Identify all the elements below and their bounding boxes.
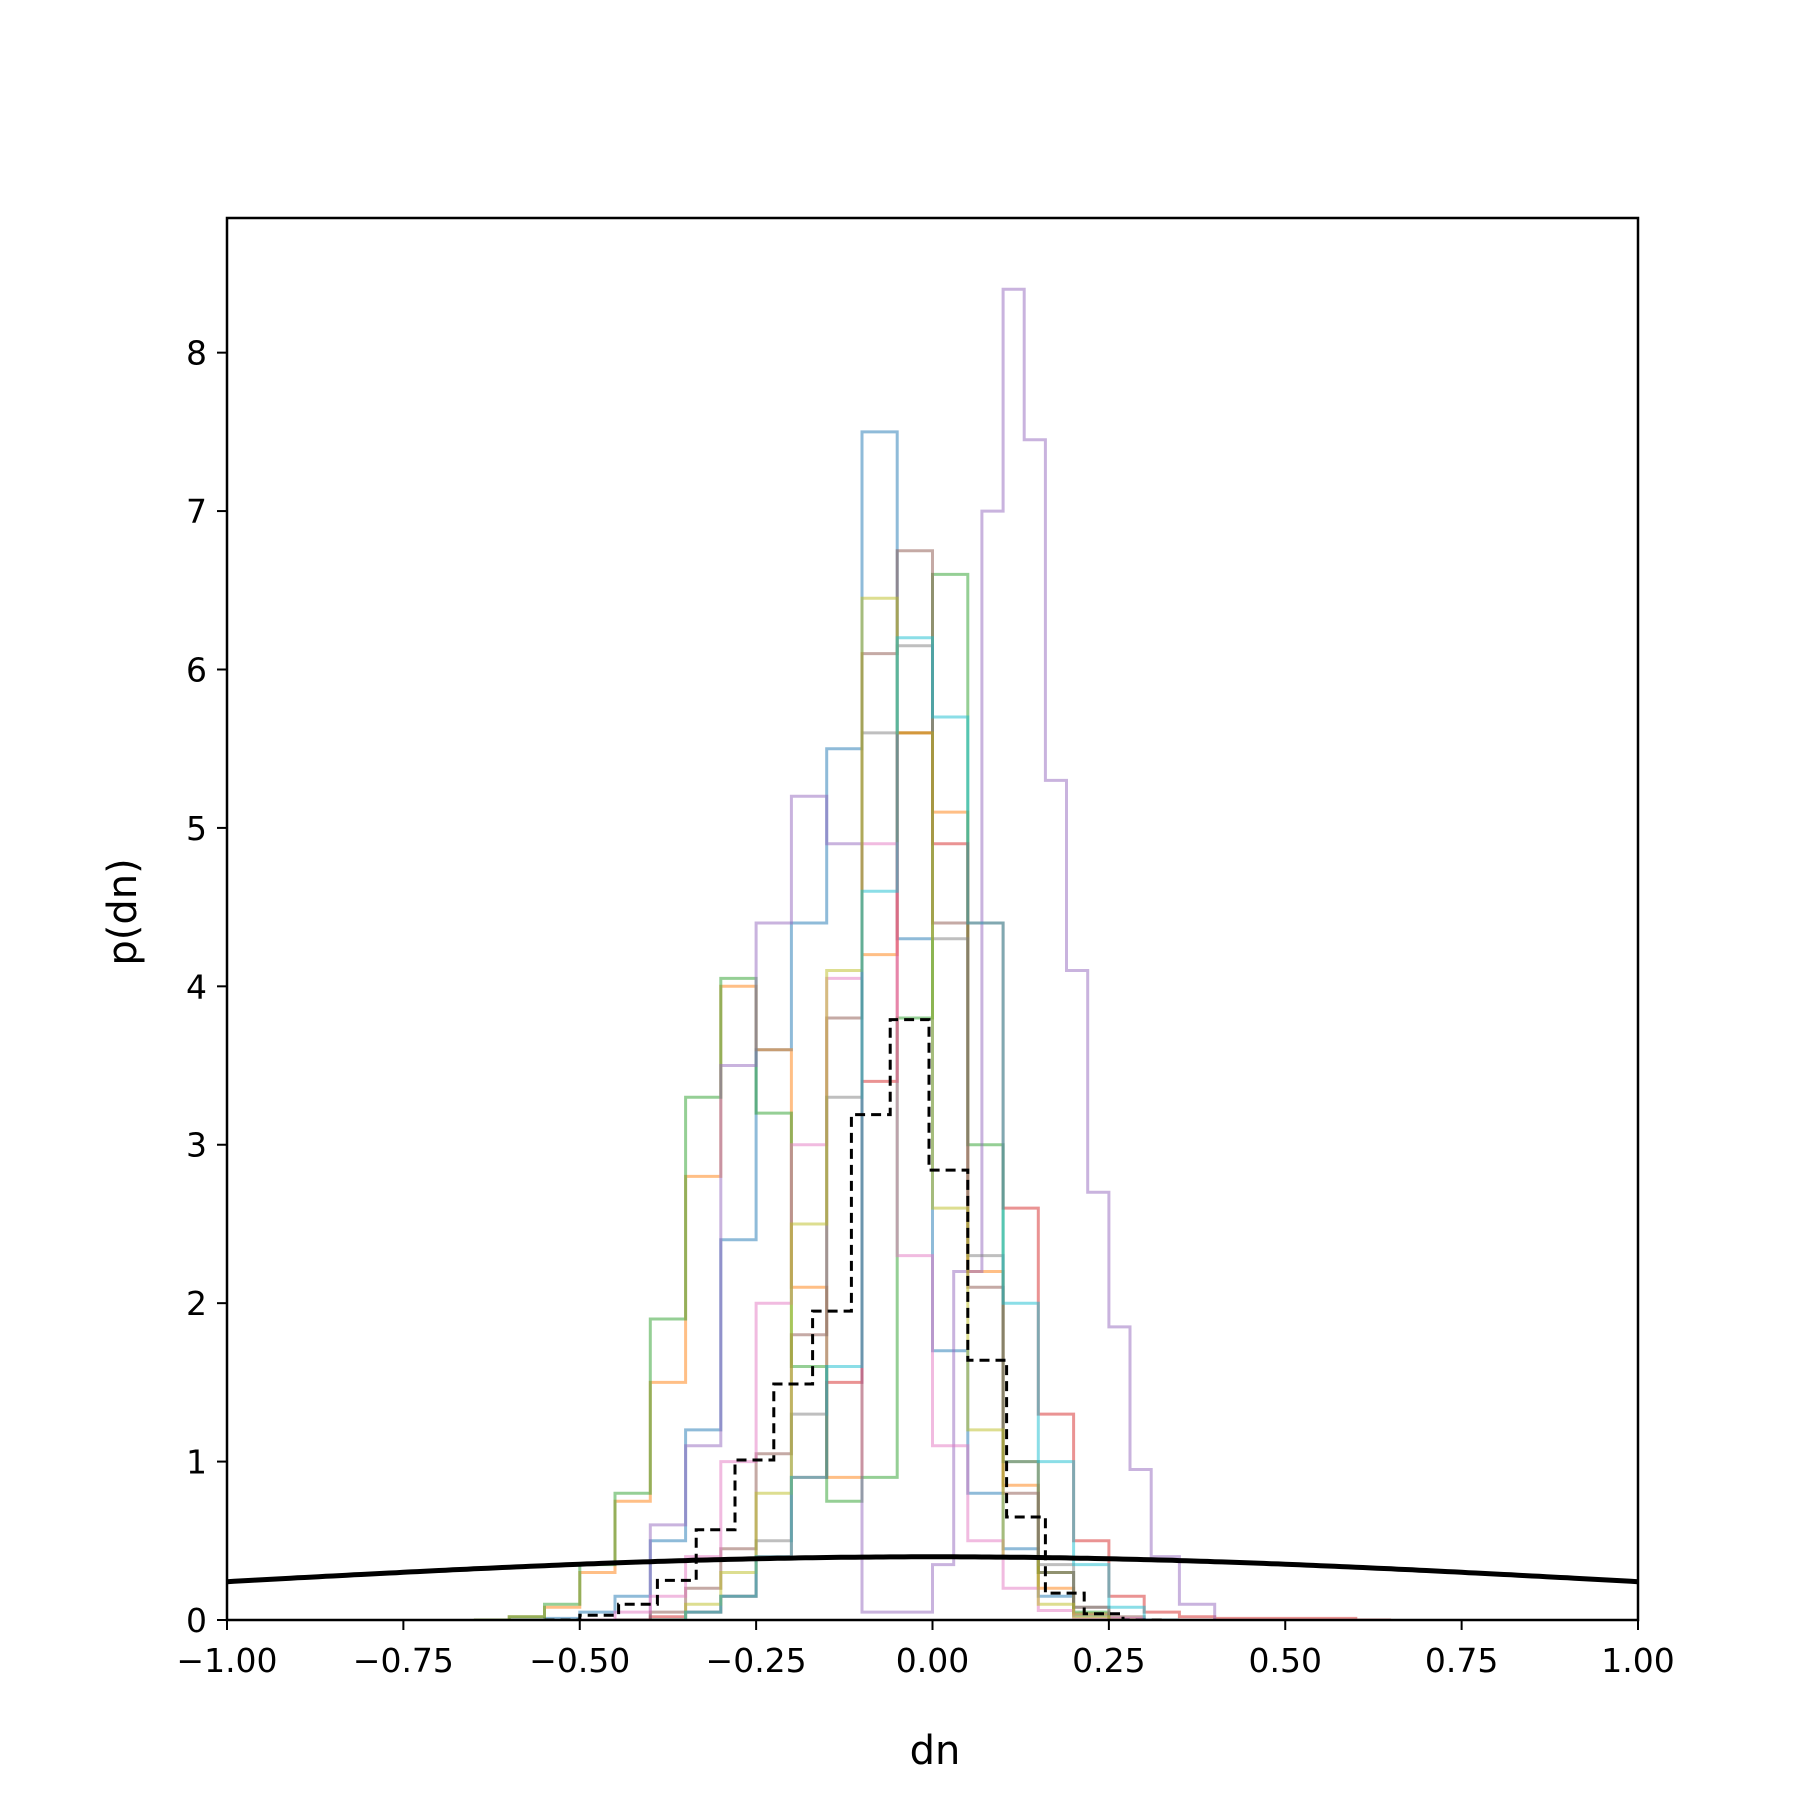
y-tick-label-8: 8	[186, 334, 207, 373]
x-tick-label-2: −0.50	[529, 1641, 630, 1680]
prior-curve	[227, 1554, 1638, 1585]
y-tick-label-2: 2	[186, 1284, 207, 1323]
x-tick-label-4: 0.00	[896, 1641, 969, 1680]
y-axis-label: p(dn)	[100, 858, 146, 965]
y-tick-label-3: 3	[186, 1126, 207, 1165]
x-tick-label-1: −0.75	[353, 1641, 454, 1680]
histogram-series-5	[615, 287, 1217, 1620]
y-tick-label-5: 5	[186, 809, 207, 848]
y-tick-label-1: 1	[186, 1443, 207, 1482]
x-tick-label-7: 0.75	[1425, 1641, 1498, 1680]
y-axis: 0 1 2 3 4 5 6 7 8	[186, 334, 227, 1640]
y-tick-label-7: 7	[186, 492, 207, 531]
x-tick-label-6: 0.50	[1249, 1641, 1322, 1680]
x-tick-label-3: −0.25	[706, 1641, 807, 1680]
mean-histogram	[544, 1018, 1162, 1620]
x-tick-label-8: 1.00	[1601, 1641, 1674, 1680]
x-axis-label: dn	[910, 1728, 961, 1774]
histogram-series-2	[473, 731, 1145, 1620]
plot-content	[227, 287, 1638, 1620]
y-tick-label-6: 6	[186, 650, 207, 689]
y-tick-label-0: 0	[186, 1601, 207, 1640]
y-tick-label-4: 4	[186, 967, 207, 1006]
x-axis: −1.00 −0.75 −0.50 −0.25 0.00 0.25 0.50 0.75 1.00	[176, 1620, 1675, 1680]
x-tick-label-0: −1.00	[176, 1641, 277, 1680]
histogram-series-10	[650, 636, 1180, 1620]
x-tick-label-5: 0.25	[1072, 1641, 1145, 1680]
